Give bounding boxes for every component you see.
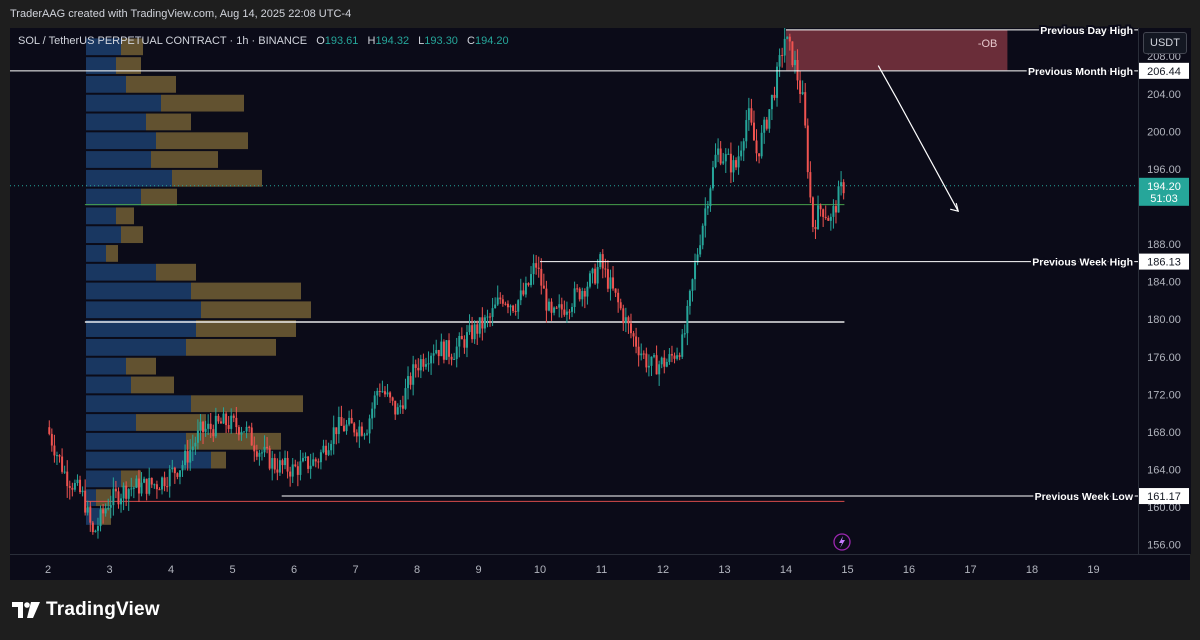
price-axis[interactable] xyxy=(1138,28,1191,554)
top-bar: TraderAAG created with TradingView.com, … xyxy=(0,0,1200,28)
symbol-legend[interactable]: SOL / TetherUS PERPETUAL CONTRACT · 1h ·… xyxy=(18,35,509,47)
close-label: C xyxy=(467,35,475,47)
footer xyxy=(0,580,1200,640)
open-value: 193.61 xyxy=(324,35,359,47)
symbol-title: SOL / TetherUS PERPETUAL CONTRACT · 1h ·… xyxy=(18,35,308,47)
close-value: 194.20 xyxy=(474,35,509,47)
tradingview-logo-icon xyxy=(12,602,40,618)
chart-pane[interactable] xyxy=(10,28,1138,554)
high-label: H xyxy=(367,35,376,47)
low-label: L xyxy=(418,35,425,47)
open-label: O xyxy=(316,35,325,47)
low-value: 193.30 xyxy=(424,35,458,47)
time-axis[interactable] xyxy=(10,554,1190,581)
tradingview-logo-text: TradingView xyxy=(46,599,160,620)
author-credit: TraderAAG created with TradingView.com, … xyxy=(10,8,352,20)
currency-button[interactable]: USDT xyxy=(1143,32,1187,54)
tradingview-logo[interactable]: TradingView xyxy=(12,599,160,621)
high-value: 194.32 xyxy=(375,35,410,47)
